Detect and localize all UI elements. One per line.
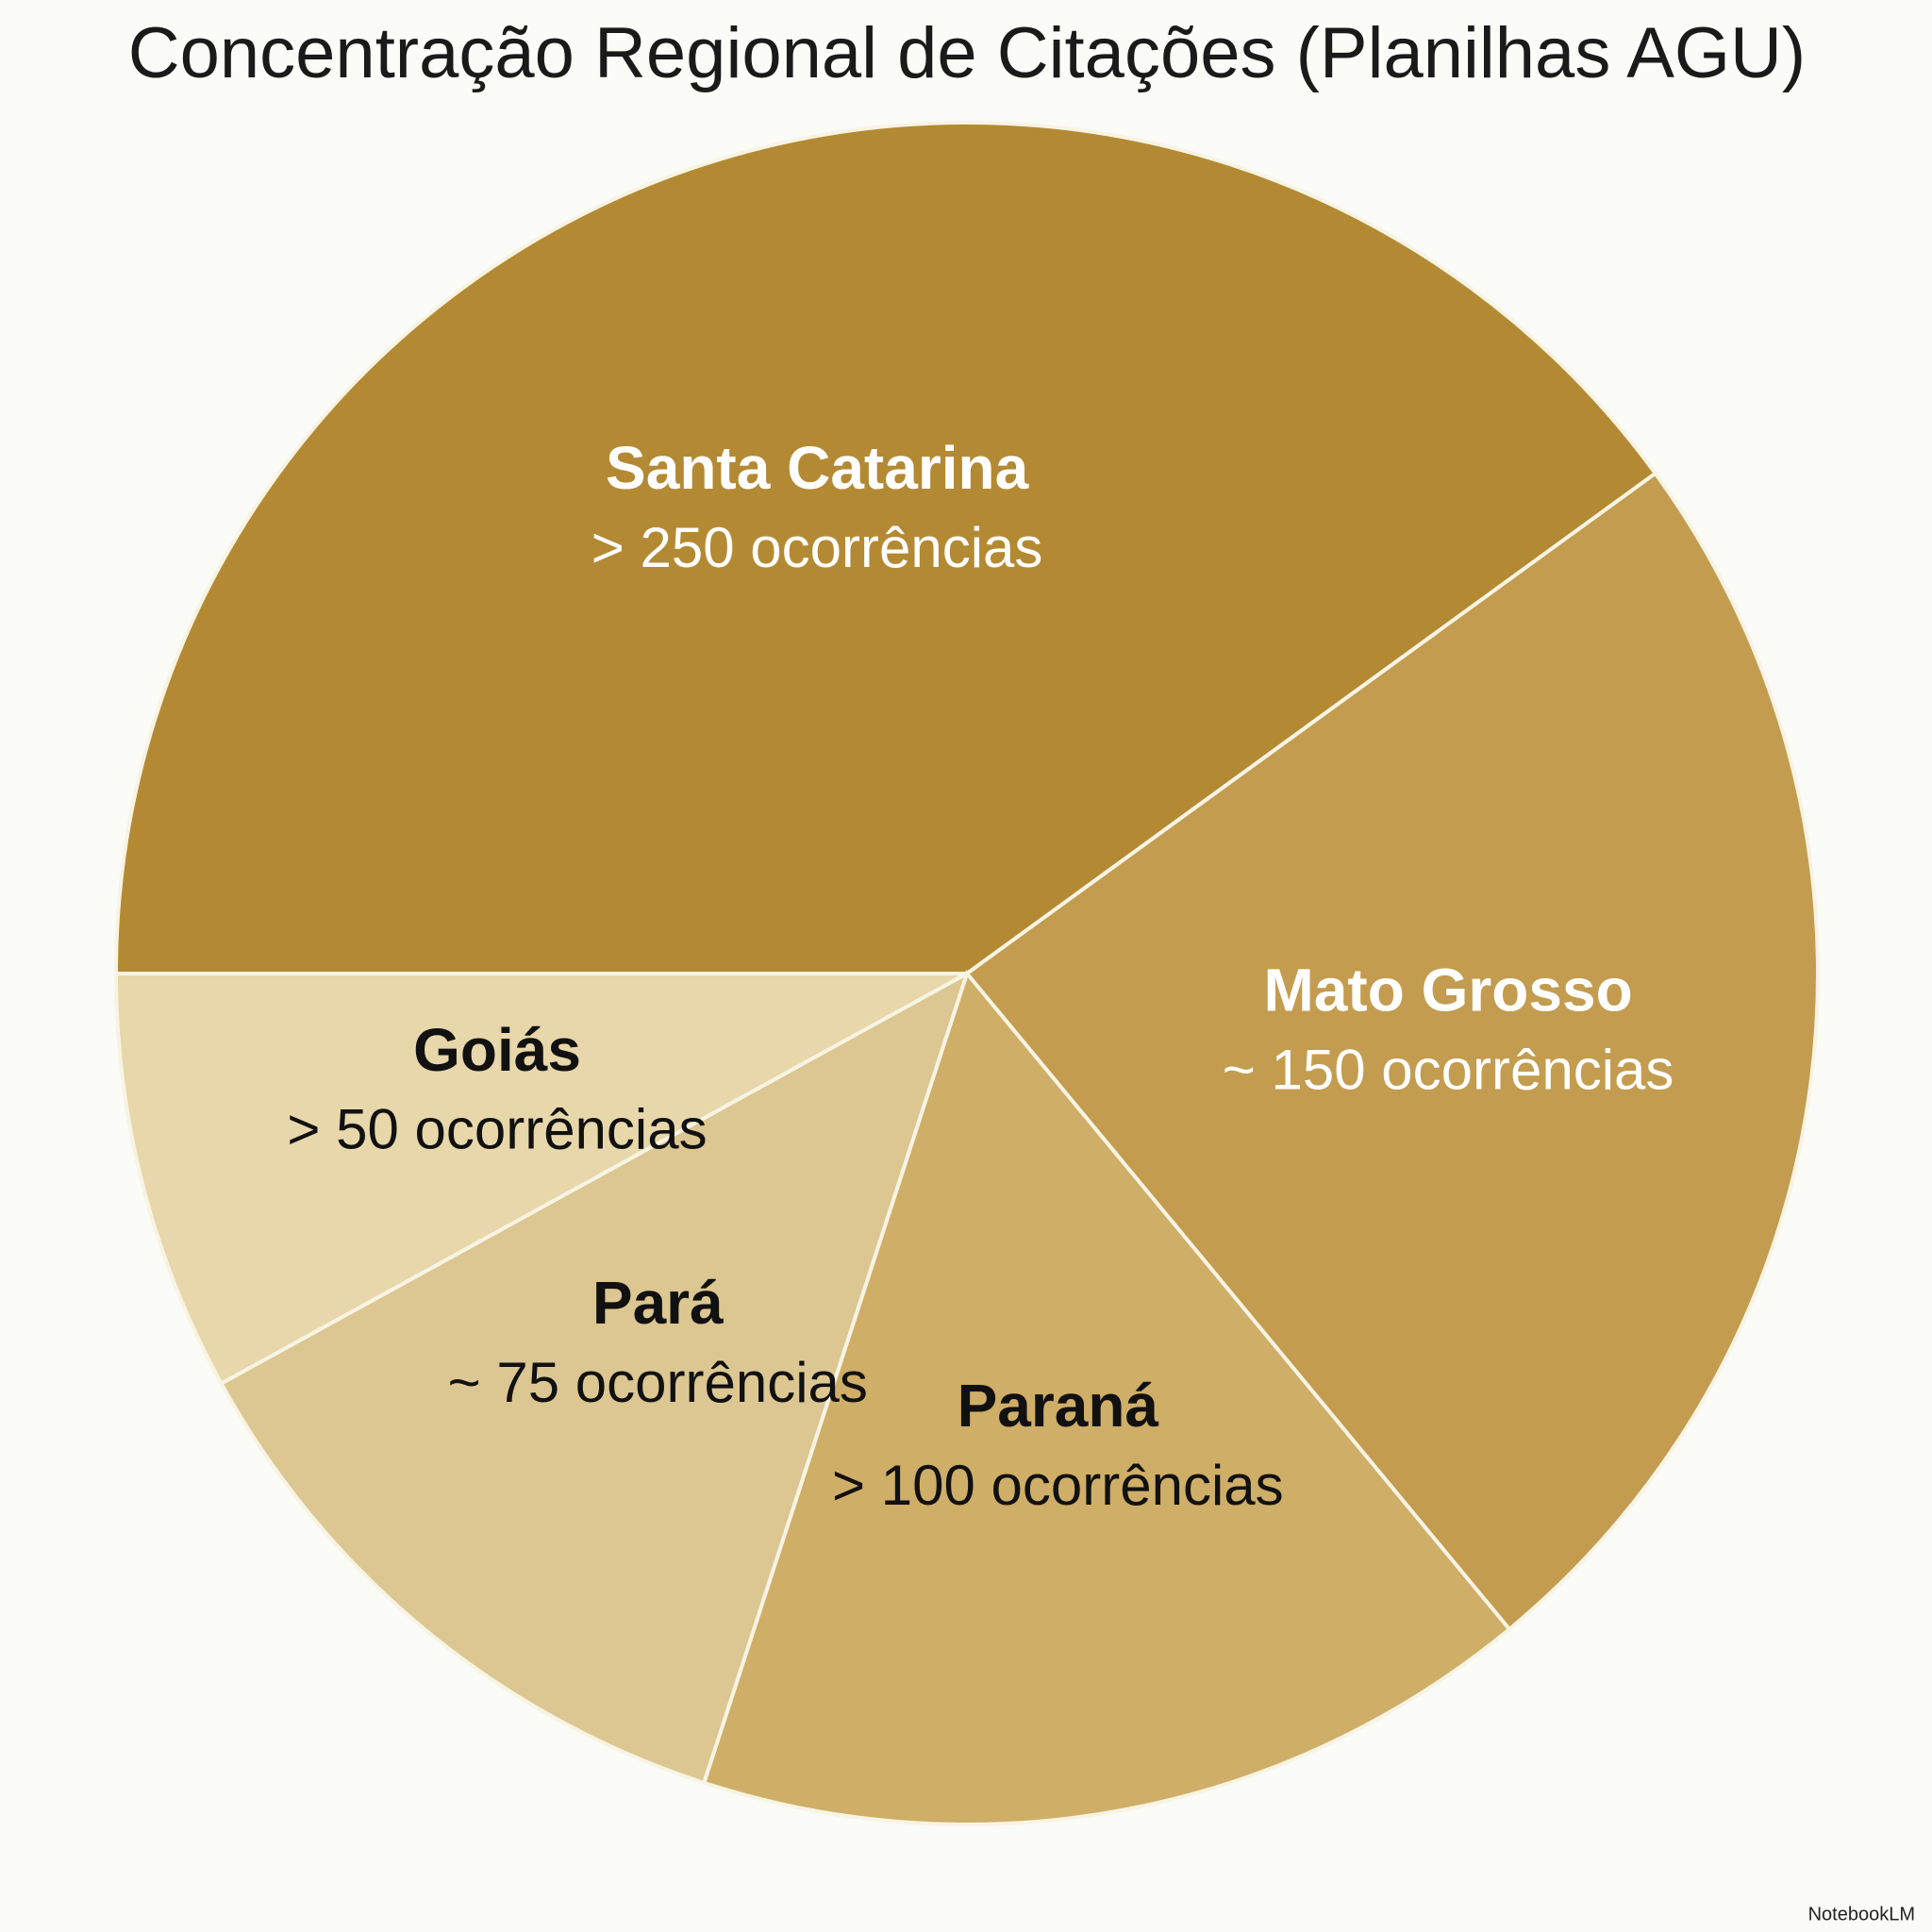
pie-slice [964,471,1820,1632]
slice-label: Mato Grosso [1264,956,1633,1024]
slice-label: Santa Catarina [606,434,1029,502]
value-label: ~ 150 ocorrências [1223,1038,1674,1101]
pie-slice [113,121,1658,975]
pie-slice [701,969,1512,1826]
slice-label: Goiás [413,1016,581,1084]
slice-label: Pará [592,1269,724,1337]
value-label: ~ 75 ocorrências [448,1351,868,1414]
watermark: NotebookLM [1808,1904,1915,1924]
pie-slice [113,972,968,1387]
slice-label: Paraná [958,1372,1159,1440]
pie-slice [218,969,971,1786]
chart-title: Concentração Regional de Citações (Plani… [128,13,1807,93]
value-label: > 100 ocorrências [832,1454,1284,1517]
value-label: > 250 ocorrências [591,516,1043,579]
value-label: > 50 ocorrências [287,1098,707,1161]
